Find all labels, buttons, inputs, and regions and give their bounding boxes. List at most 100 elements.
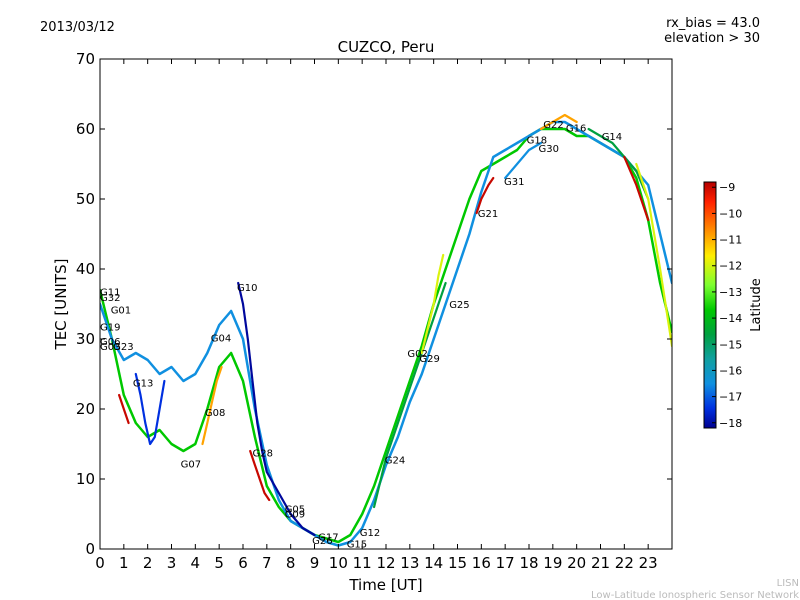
sat-label-G10: G10 — [237, 283, 257, 294]
colorbar-tick-label: −10 — [719, 207, 742, 220]
sat-label-G04: G04 — [211, 334, 231, 345]
colorbar-tick-label: −17 — [719, 391, 742, 404]
series-G31 — [504, 141, 543, 180]
sat-label-G06: G06 — [100, 337, 120, 348]
colorbar-tick-label: −18 — [719, 417, 742, 430]
sat-label-G16: G16 — [566, 124, 586, 135]
x-tick-label: 22 — [615, 554, 634, 572]
sat-label-G07: G07 — [181, 460, 201, 471]
colorbar — [703, 181, 717, 429]
sat-label-G13: G13 — [133, 378, 153, 389]
x-tick-label: 18 — [519, 554, 538, 572]
colorbar-ticks: −9 −10 −11 −12 −13 −14 −15 −16 −17 −18 — [712, 181, 742, 430]
x-tick-label: 17 — [496, 554, 515, 572]
rx-bias-label: rx_bias = 43.0 — [666, 16, 760, 31]
x-tick-label: 14 — [424, 554, 443, 572]
x-tick-label: 16 — [472, 554, 491, 572]
series-G21 — [475, 176, 495, 215]
y-tick-label: 30 — [76, 330, 95, 348]
sat-label-G19: G19 — [100, 322, 120, 333]
x-tick-label: 6 — [238, 554, 248, 572]
x-tick-label: 5 — [214, 554, 224, 572]
y-tick-label: 60 — [76, 120, 95, 138]
x-tick-label: 19 — [543, 554, 562, 572]
series-layer — [100, 113, 672, 547]
sat-label-G22: G22 — [543, 120, 563, 131]
series-G28-red — [249, 449, 271, 502]
series-envelope-west — [100, 127, 672, 544]
x-axis-ticks: 0 1 2 3 4 5 6 7 8 9 10 11 12 13 14 15 16 17 18 19 20 21 22 23 — [95, 59, 658, 572]
credit-full-name: Low-Latitude Ionospheric Sensor Network — [591, 590, 799, 600]
series-G10 — [237, 281, 316, 537]
colorbar-tick-label: −13 — [719, 286, 742, 299]
sat-label-G15: G15 — [347, 539, 367, 550]
series-early-red — [117, 393, 130, 425]
series-late-red — [623, 155, 650, 222]
sat-label-G30: G30 — [539, 144, 559, 155]
sat-label-G25: G25 — [449, 300, 469, 311]
colorbar-tick-label: −11 — [719, 234, 742, 247]
sat-label-G17: G17 — [318, 532, 338, 543]
x-tick-label: 3 — [167, 554, 177, 572]
series-envelope-east — [100, 120, 672, 547]
x-tick-label: 21 — [591, 554, 610, 572]
x-tick-label: 15 — [448, 554, 467, 572]
x-tick-label: 12 — [376, 554, 395, 572]
series-late-orange — [635, 162, 672, 348]
x-tick-label: 13 — [400, 554, 419, 572]
y-axis-ticks: 0 10 20 30 40 50 60 70 — [76, 50, 672, 558]
y-tick-label: 40 — [76, 260, 95, 278]
sat-label-G05: G05 — [285, 504, 305, 515]
sat-label-G12: G12 — [360, 528, 380, 539]
sat-label-G11: G11 — [100, 287, 120, 298]
sat-label-G02: G02 — [407, 349, 427, 360]
sat-label-G26: G26 — [312, 536, 332, 547]
x-tick-label: 0 — [95, 554, 105, 572]
y-tick-label: 10 — [76, 470, 95, 488]
credit-acronym: LISN — [777, 578, 799, 589]
colorbar-tick-label: −14 — [719, 312, 742, 325]
y-tick-label: 20 — [76, 400, 95, 418]
series-G13-blue — [134, 372, 166, 446]
colorbar-label: Latitude — [749, 278, 764, 332]
y-tick-label: 0 — [85, 540, 95, 558]
sat-label-G28: G28 — [253, 448, 273, 459]
x-tick-label: 4 — [191, 554, 201, 572]
series-G14 — [587, 127, 650, 201]
chart-title: CUZCO, Peru — [338, 38, 435, 56]
sat-label-G18: G18 — [527, 136, 547, 147]
elevation-label: elevation > 30 — [664, 31, 760, 46]
x-tick-label: 11 — [353, 554, 372, 572]
sat-label-G03: G03 — [100, 342, 120, 353]
sat-label-G32: G32 — [100, 293, 120, 304]
series-G24 — [373, 281, 447, 509]
date-label: 2013/03/12 — [40, 20, 115, 35]
x-tick-label: 10 — [329, 554, 348, 572]
x-tick-label: 1 — [119, 554, 129, 572]
colorbar-tick-label: −15 — [719, 338, 742, 351]
sat-label-G08: G08 — [205, 408, 225, 419]
x-tick-label: 7 — [262, 554, 272, 572]
sat-label-G21: G21 — [478, 209, 498, 220]
sat-label-G14: G14 — [602, 132, 622, 143]
x-tick-label: 23 — [639, 554, 658, 572]
y-tick-label: 70 — [76, 50, 95, 68]
sat-label-G01: G01 — [111, 306, 131, 317]
series-G22 — [539, 113, 578, 131]
x-tick-label: 9 — [310, 554, 320, 572]
y-tick-label: 50 — [76, 190, 95, 208]
colorbar-tick-label: −16 — [719, 364, 742, 377]
sat-label-G31: G31 — [504, 177, 524, 188]
colorbar-tick-label: −9 — [719, 181, 735, 194]
sat-label-G24: G24 — [385, 455, 405, 466]
sat-label-G23: G23 — [113, 342, 133, 353]
sat-label-G09: G09 — [285, 509, 305, 520]
series-G29 — [420, 253, 445, 355]
x-tick-label: 20 — [567, 554, 586, 572]
colorbar-tick-label: −12 — [719, 260, 742, 273]
series-G08-orange — [201, 365, 223, 446]
x-tick-label: 2 — [143, 554, 153, 572]
sat-label-G29: G29 — [419, 354, 439, 365]
